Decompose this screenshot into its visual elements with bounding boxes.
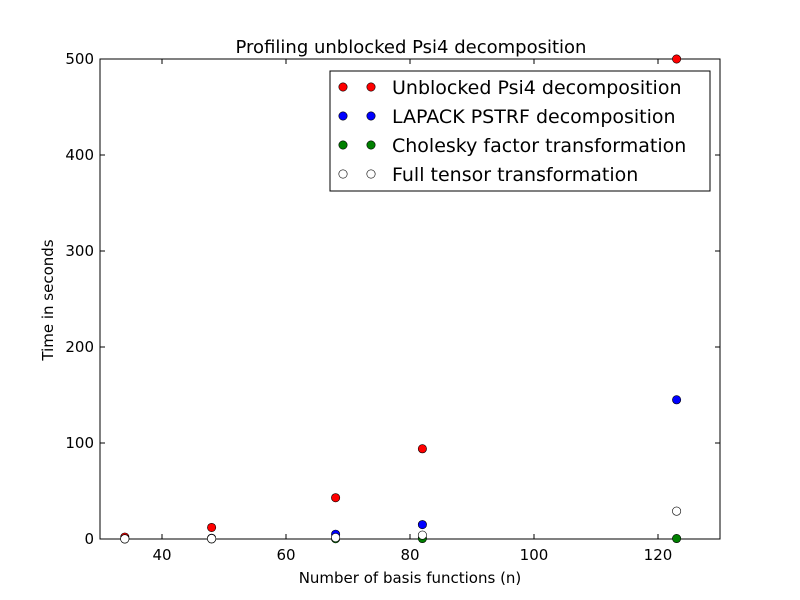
y-tick-label: 400 — [65, 146, 94, 164]
legend-entry: LAPACK PSTRF decomposition — [338, 106, 676, 128]
data-point — [672, 395, 682, 405]
y-tick-label: 500 — [65, 50, 94, 68]
legend-marker — [366, 82, 376, 92]
legend: Unblocked Psi4 decomposition LAPACK PSTRF… — [329, 70, 711, 192]
data-point — [672, 534, 682, 544]
chart-title: Profiling unblocked Psi4 decomposition — [236, 37, 587, 58]
legend-marker — [338, 111, 348, 121]
legend-marker — [366, 169, 376, 179]
x-tick-label: 100 — [520, 546, 549, 564]
legend-marker — [338, 169, 348, 179]
x-tick-label: 120 — [644, 546, 673, 564]
legend-entry: Cholesky factor transformation — [338, 135, 686, 157]
data-point — [417, 520, 427, 530]
legend-marker — [366, 140, 376, 150]
x-tick-label: 40 — [152, 546, 171, 564]
legend-marker — [338, 82, 348, 92]
legend-label: Full tensor transformation — [392, 164, 638, 186]
x-tick-label: 80 — [400, 546, 419, 564]
data-points — [120, 54, 682, 544]
legend-box — [329, 70, 711, 192]
data-point — [331, 533, 341, 543]
data-point — [672, 54, 682, 64]
data-point — [672, 506, 682, 516]
legend-label: Cholesky factor transformation — [392, 135, 686, 157]
legend-label: LAPACK PSTRF decomposition — [392, 106, 676, 128]
legend-marker — [366, 111, 376, 121]
data-point — [417, 444, 427, 454]
data-point — [417, 530, 427, 540]
series-2 — [120, 395, 682, 544]
legend-entry: Full tensor transformation — [338, 164, 638, 186]
series-4 — [120, 506, 682, 544]
y-axis-label: Time in seconds — [39, 239, 57, 361]
y-tick-label: 300 — [65, 242, 94, 260]
y-tick-label: 200 — [65, 338, 94, 356]
legend-entry: Unblocked Psi4 decomposition — [338, 77, 682, 99]
legend-marker — [338, 140, 348, 150]
x-tick-label: 60 — [276, 546, 295, 564]
plot-area: 40 60 80 100 120 0 100 200 300 400 500 — [65, 50, 721, 564]
x-axis-label: Number of basis functions (n) — [299, 569, 522, 587]
data-point — [120, 534, 130, 544]
data-point — [331, 493, 341, 503]
y-tick-label: 100 — [65, 434, 94, 452]
legend-label: Unblocked Psi4 decomposition — [392, 77, 682, 99]
data-point — [207, 534, 217, 544]
y-tick-label: 0 — [84, 530, 94, 548]
data-point — [207, 522, 217, 532]
